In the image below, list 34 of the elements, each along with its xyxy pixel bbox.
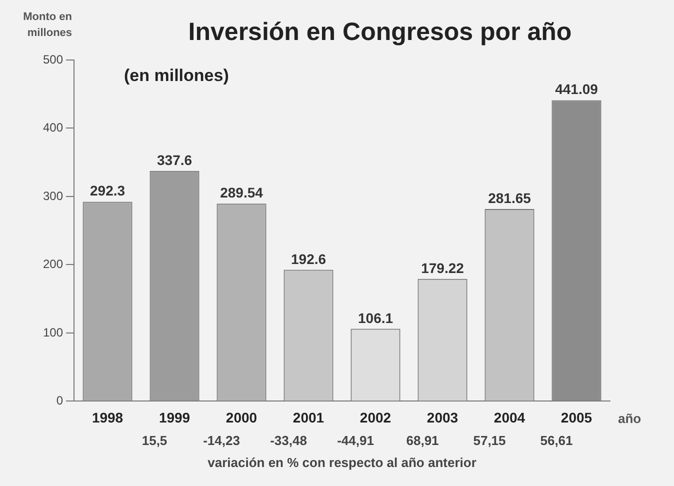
text: 15,5 <box>142 433 168 448</box>
data-label: 179.22 <box>421 260 464 276</box>
text: -14,23 <box>203 433 240 448</box>
text: 57,15 <box>473 433 506 448</box>
text: -33,48 <box>270 433 307 448</box>
x-tick-label: 2004 <box>494 409 526 426</box>
x-tick-label: 2001 <box>292 409 324 426</box>
x-tick-label: 2000 <box>226 409 258 426</box>
chart-title: Inversión en Congresos por año <box>188 18 572 46</box>
data-label: 192.6 <box>290 250 326 267</box>
y-tick-label: 200 <box>42 257 64 272</box>
text: 56,61 <box>540 433 573 448</box>
data-label: 337.6 <box>156 152 192 168</box>
data-label: 106.1 <box>358 310 394 326</box>
chart-subtitle: (en millones) <box>124 66 229 85</box>
x-axis-title: año <box>618 411 642 426</box>
data-label: 292.3 <box>90 182 126 199</box>
text: -44,91 <box>337 433 374 448</box>
x-tick-label: 2002 <box>360 409 392 426</box>
x-tick-label: 2003 <box>426 409 458 426</box>
data-label: 281.65 <box>488 190 532 206</box>
data-label: 289.54 <box>220 184 264 201</box>
x-tick-label: 2005 <box>560 409 592 426</box>
y-tick-label: 0 <box>56 394 64 408</box>
y-tick-label: 300 <box>42 188 64 203</box>
y-tick-label: 100 <box>42 325 64 340</box>
x-tick-label: 1999 <box>158 409 190 426</box>
data-label: 441.09 <box>555 81 598 98</box>
text: 68,91 <box>406 433 439 448</box>
x-tick-label: 1998 <box>92 409 124 426</box>
y-tick-label: 500 <box>42 52 64 66</box>
y-tick-label: 400 <box>42 120 64 135</box>
text: variación en % con respecto al año anterior <box>208 455 476 470</box>
y-axis-title: Monto en millones <box>23 11 72 39</box>
